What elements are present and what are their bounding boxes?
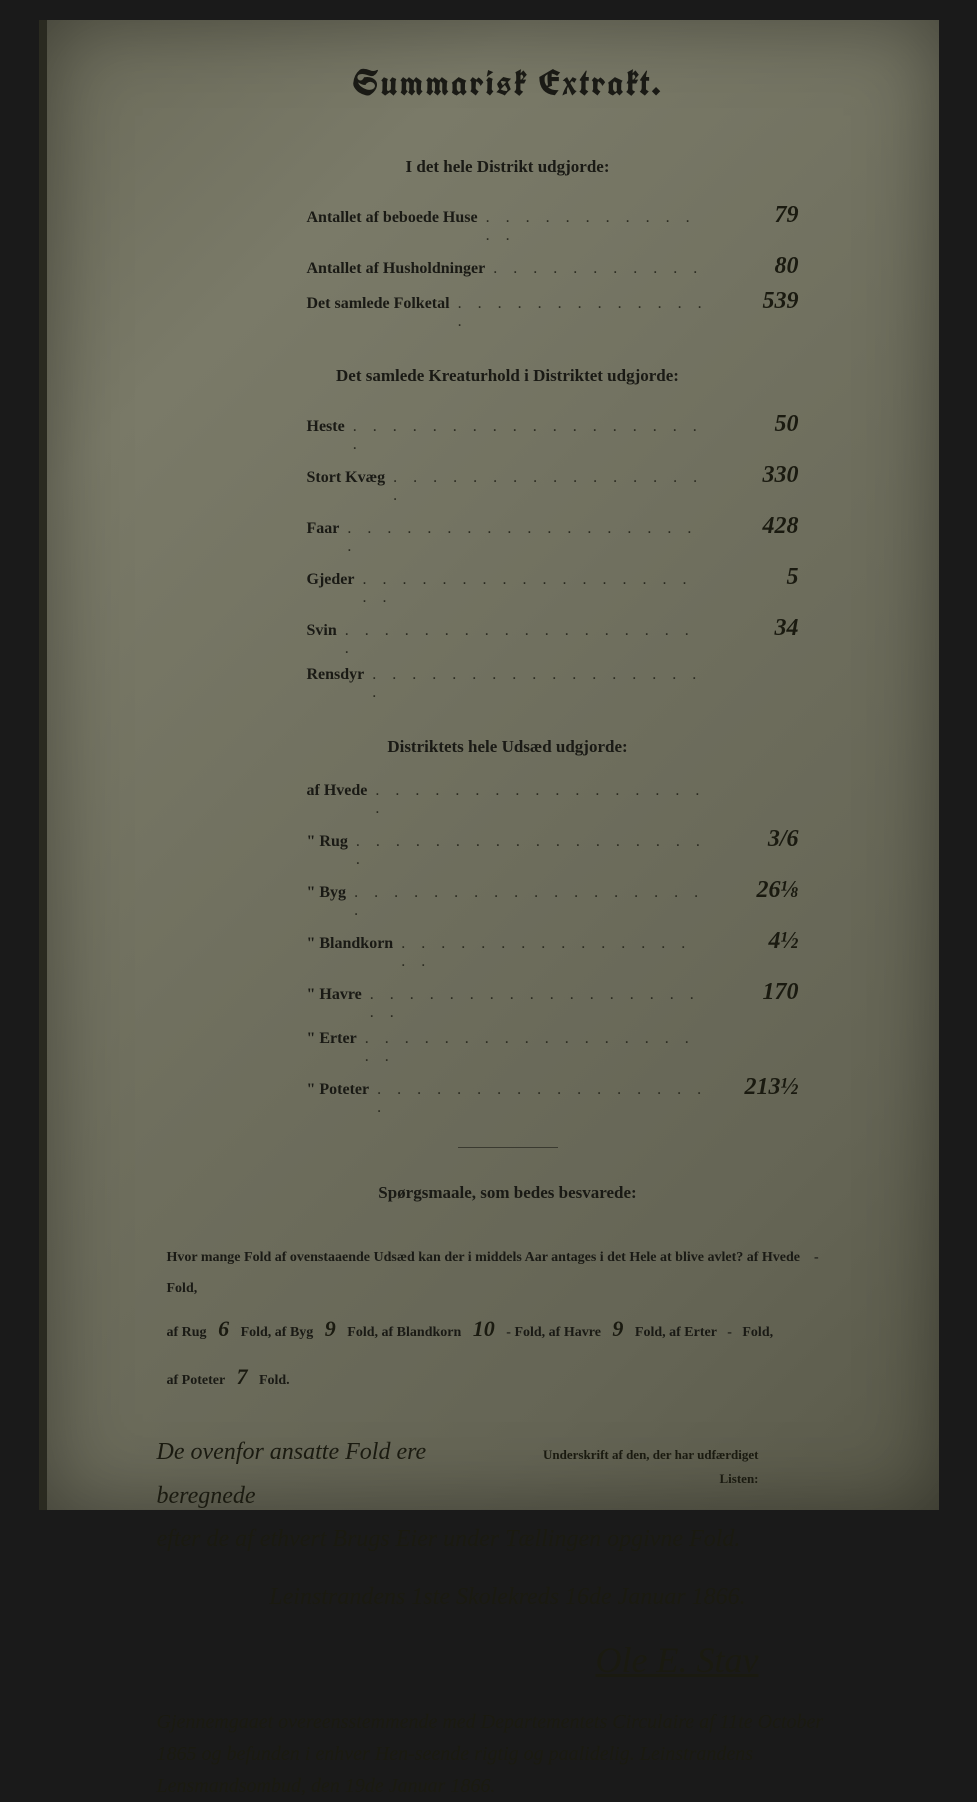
row-gjeder: Gjeder . . . . . . . . . . . . . . . . .… bbox=[137, 564, 879, 607]
dots: . . . . . . . . . . . . . . . . . . . bbox=[357, 1030, 719, 1066]
label: Svin bbox=[307, 622, 337, 640]
label: Rensdyr bbox=[307, 666, 365, 684]
erter-label: Fold, af Erter bbox=[635, 1325, 717, 1340]
dots: . . . . . . . . . . . . . bbox=[478, 209, 719, 245]
q-text: Hvor mange Fold af ovenstaaende Udsæd ka… bbox=[167, 1250, 801, 1265]
label: Stort Kvæg bbox=[307, 469, 386, 487]
poteter-label: af Poteter bbox=[167, 1373, 225, 1388]
row-huse: Antallet af beboede Huse . . . . . . . .… bbox=[137, 202, 879, 245]
hand-line-3: Leinstrandens 1ste Skolekreds 16de Janua… bbox=[157, 1576, 859, 1619]
section2-rows: Heste . . . . . . . . . . . . . . . . . … bbox=[137, 411, 879, 702]
signature: Ole E. Stav bbox=[137, 1639, 879, 1681]
question-line-1: Hvor mange Fold af ovenstaaende Udsæd ka… bbox=[167, 1243, 849, 1305]
dots: . . . . . . . . . . . . . . . . . bbox=[393, 935, 718, 971]
question-line-3: af Poteter 7 Fold. bbox=[167, 1353, 849, 1401]
value: 170 bbox=[719, 979, 879, 1006]
row-poteter: " Poteter . . . . . . . . . . . . . . . … bbox=[137, 1074, 879, 1117]
divider bbox=[458, 1147, 558, 1148]
dots: . . . . . . . . . . . . . . . . . . bbox=[364, 666, 718, 702]
label: af Hvede bbox=[307, 782, 368, 800]
dots: . . . . . . . . . . . bbox=[485, 260, 718, 278]
rug-label: af Rug bbox=[167, 1325, 207, 1340]
dots: . . . . . . . . . . . . . . . . . . . bbox=[337, 622, 719, 658]
label: " Rug bbox=[307, 833, 348, 851]
row-rensdyr: Rensdyr . . . . . . . . . . . . . . . . … bbox=[137, 666, 879, 702]
row-folketal: Det samlede Folketal . . . . . . . . . .… bbox=[137, 288, 879, 331]
havre-label: Fold, af Havre bbox=[514, 1325, 600, 1340]
value: 213½ bbox=[719, 1074, 879, 1101]
label: Antallet af Husholdninger bbox=[307, 260, 486, 278]
label: Det samlede Folketal bbox=[307, 295, 450, 313]
fold-label: Fold, bbox=[167, 1281, 198, 1296]
row-heste: Heste . . . . . . . . . . . . . . . . . … bbox=[137, 411, 879, 454]
questions-block: Hvor mange Fold af ovenstaaende Udsæd ka… bbox=[137, 1243, 879, 1401]
dots: . . . . . . . . . . . . . . . . . . . bbox=[362, 986, 719, 1022]
row-faar: Faar . . . . . . . . . . . . . . . . . .… bbox=[137, 513, 879, 556]
row-blandkorn: " Blandkorn . . . . . . . . . . . . . . … bbox=[137, 928, 879, 971]
section1-rows: Antallet af beboede Huse . . . . . . . .… bbox=[137, 202, 879, 331]
section3-header: Distriktets hele Udsæd udgjorde: bbox=[137, 737, 879, 757]
dots: . . . . . . . . . . . . . . . . . . bbox=[369, 1081, 718, 1117]
fold-label: Fold, bbox=[742, 1325, 773, 1340]
row-hvede: af Hvede . . . . . . . . . . . . . . . .… bbox=[137, 782, 879, 818]
value: 80 bbox=[719, 253, 879, 280]
end-fold: Fold. bbox=[259, 1373, 290, 1388]
label: " Poteter bbox=[307, 1081, 370, 1099]
document-page: Summarisk Extrakt. I det hele Distrikt u… bbox=[39, 20, 939, 1510]
byg-value: 9 bbox=[317, 1316, 344, 1341]
value: 50 bbox=[719, 411, 879, 438]
row-byg: " Byg . . . . . . . . . . . . . . . . . … bbox=[137, 877, 879, 920]
bottom-handwriting: Gjennemgaaet overeensstemmende med Depar… bbox=[137, 1706, 879, 1802]
signature-label: Underskrift af den, der har udfærdiget L… bbox=[513, 1443, 858, 1490]
value: 26⅛ bbox=[719, 877, 879, 904]
label: Faar bbox=[307, 520, 340, 538]
hand-line-1: De ovenfor ansatte Fold ere beregnede bbox=[157, 1431, 514, 1517]
value: 428 bbox=[719, 513, 879, 540]
section2-header: Det samlede Kreaturhold i Distriktet udg… bbox=[137, 366, 879, 386]
value: 79 bbox=[719, 202, 879, 229]
label: Heste bbox=[307, 418, 345, 436]
question-line-2: af Rug 6 Fold, af Byg 9 Fold, af Blandko… bbox=[167, 1305, 849, 1353]
row-svin: Svin . . . . . . . . . . . . . . . . . .… bbox=[137, 615, 879, 658]
handwriting-block: De ovenfor ansatte Fold ere beregnede Un… bbox=[137, 1431, 879, 1619]
rug-value: 6 bbox=[210, 1316, 237, 1341]
value: 3/6 bbox=[719, 826, 879, 853]
value: 4½ bbox=[719, 928, 879, 955]
dots: . . . . . . . . . . . . . . . . . . . bbox=[354, 571, 718, 607]
section3-rows: af Hvede . . . . . . . . . . . . . . . .… bbox=[137, 782, 879, 1117]
value: 539 bbox=[719, 288, 879, 315]
label: " Blandkorn bbox=[307, 935, 394, 953]
havre-value: 9 bbox=[604, 1316, 631, 1341]
value: 34 bbox=[719, 615, 879, 642]
section1-header: I det hele Distrikt udgjorde: bbox=[137, 157, 879, 177]
hand-line-2: efter de af ethvert Brugs Eier under Tæl… bbox=[157, 1518, 859, 1561]
row-kvaeg: Stort Kvæg . . . . . . . . . . . . . . .… bbox=[137, 462, 879, 505]
label: " Byg bbox=[307, 884, 347, 902]
byg-label: Fold, af Byg bbox=[241, 1325, 314, 1340]
dots: . . . . . . . . . . . . . . . . . . . bbox=[346, 884, 718, 920]
dots: . . . . . . . . . . . . . . . . . bbox=[385, 469, 718, 505]
label: " Erter bbox=[307, 1030, 357, 1048]
label: " Havre bbox=[307, 986, 362, 1004]
poteter-value: 7 bbox=[228, 1364, 255, 1389]
row-havre: " Havre . . . . . . . . . . . . . . . . … bbox=[137, 979, 879, 1022]
dots: . . . . . . . . . . . . . . bbox=[450, 295, 719, 331]
row-erter: " Erter . . . . . . . . . . . . . . . . … bbox=[137, 1030, 879, 1066]
questions-header: Spørgsmaale, som bedes besvarede: bbox=[137, 1183, 879, 1203]
dots: . . . . . . . . . . . . . . . . . . . bbox=[339, 520, 718, 556]
dots: . . . . . . . . . . . . . . . . . . bbox=[367, 782, 718, 818]
dots: . . . . . . . . . . . . . . . . . . . bbox=[345, 418, 719, 454]
row-rug: " Rug . . . . . . . . . . . . . . . . . … bbox=[137, 826, 879, 869]
bland-value: 10 bbox=[465, 1316, 503, 1341]
label: Gjeder bbox=[307, 571, 355, 589]
label: Antallet af beboede Huse bbox=[307, 209, 478, 227]
value: 330 bbox=[719, 462, 879, 489]
page-title: Summarisk Extrakt. bbox=[137, 60, 879, 107]
row-husholdninger: Antallet af Husholdninger . . . . . . . … bbox=[137, 253, 879, 280]
dots: . . . . . . . . . . . . . . . . . . . bbox=[348, 833, 719, 869]
bland-label: Fold, af Blandkorn bbox=[347, 1325, 461, 1340]
value: 5 bbox=[719, 564, 879, 591]
